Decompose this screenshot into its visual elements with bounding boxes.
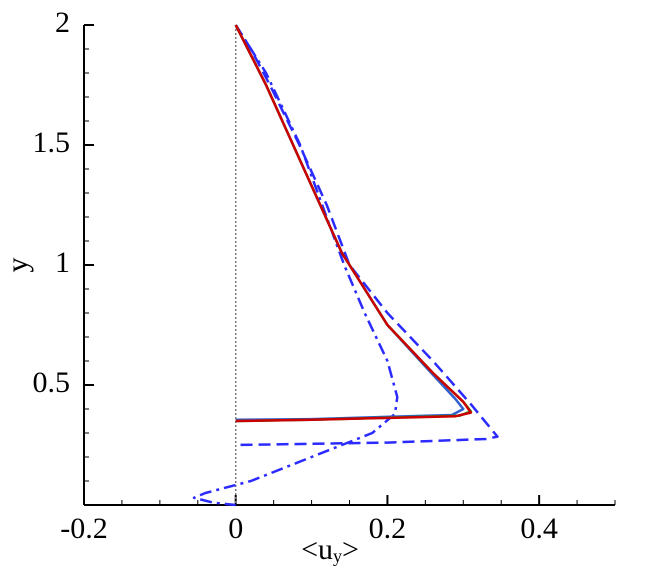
series-line bbox=[234, 24, 499, 447]
x-tick-label: 0.2 bbox=[369, 512, 407, 545]
y-axis-label: y bbox=[1, 258, 34, 273]
x-tick-label: 0 bbox=[228, 512, 243, 545]
x-tick-label: 0.4 bbox=[520, 512, 558, 545]
x-axis-label: <uy> bbox=[301, 533, 359, 566]
x-axis-label-sub: y bbox=[333, 546, 342, 566]
series-line bbox=[234, 24, 465, 422]
x-tick-label: -0.2 bbox=[60, 512, 108, 545]
x-axis-label-part: <u bbox=[301, 533, 333, 566]
series-line bbox=[234, 24, 473, 423]
x-axis-label-part: > bbox=[342, 533, 359, 566]
series-line bbox=[192, 24, 399, 507]
y-tick-label: 2 bbox=[55, 6, 70, 39]
y-tick-label: 0.5 bbox=[33, 366, 71, 399]
y-tick-label: 1 bbox=[55, 246, 70, 279]
y-tick-label: 1.5 bbox=[33, 126, 71, 159]
